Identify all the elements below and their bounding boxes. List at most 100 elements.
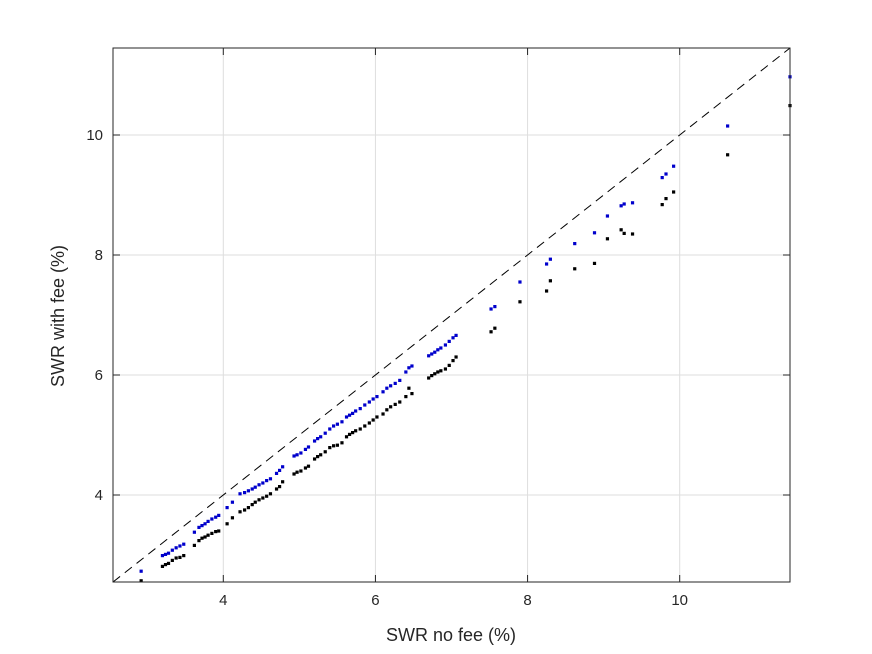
data-point <box>160 564 165 568</box>
data-point <box>381 412 385 416</box>
data-point <box>331 444 336 448</box>
data-point <box>312 439 317 443</box>
data-point <box>319 453 323 457</box>
data-point <box>139 579 143 583</box>
data-point <box>274 471 279 475</box>
data-point <box>274 487 279 491</box>
data-point <box>398 400 402 404</box>
x-tick-label: 6 <box>371 592 379 609</box>
data-point <box>427 354 431 358</box>
data-point <box>407 386 411 390</box>
data-point <box>316 437 320 441</box>
data-point <box>277 485 282 489</box>
data-point <box>619 228 623 232</box>
data-point <box>389 405 393 409</box>
data-point <box>277 468 282 472</box>
data-point <box>312 457 317 461</box>
data-point <box>200 536 204 540</box>
data-point <box>344 415 349 419</box>
data-point <box>354 409 358 413</box>
data-point <box>660 176 664 180</box>
data-point <box>170 548 174 552</box>
data-point <box>328 427 332 431</box>
data-point <box>726 153 730 157</box>
data-point <box>660 203 664 207</box>
x-tick-label: 4 <box>219 592 227 609</box>
data-point <box>203 522 207 526</box>
data-point <box>393 402 397 406</box>
data-point <box>548 279 552 283</box>
data-point <box>206 533 210 537</box>
data-point <box>160 554 165 558</box>
data-point <box>250 503 254 507</box>
data-point <box>265 494 269 498</box>
data-point <box>351 411 355 415</box>
data-point <box>443 367 448 371</box>
data-point <box>454 333 458 337</box>
data-point <box>174 556 178 560</box>
data-point <box>605 214 610 218</box>
data-point <box>385 408 389 412</box>
data-point <box>166 551 171 555</box>
data-point <box>238 510 242 514</box>
data-point <box>404 395 408 399</box>
data-point <box>265 479 269 483</box>
data-point <box>371 418 375 422</box>
data-point <box>230 500 235 504</box>
data-point <box>253 500 257 504</box>
data-point <box>253 485 257 489</box>
data-point <box>206 519 210 523</box>
data-point <box>407 366 411 370</box>
data-point <box>335 422 339 426</box>
data-point <box>447 339 451 343</box>
data-point <box>295 453 299 457</box>
data-point <box>451 359 455 363</box>
data-point <box>354 429 358 433</box>
data-point <box>246 489 250 493</box>
data-point <box>292 472 296 476</box>
data-point <box>139 569 143 573</box>
data-point <box>257 498 261 502</box>
data-point <box>493 305 497 309</box>
data-point <box>363 424 367 428</box>
data-point <box>430 374 434 378</box>
data-point <box>630 201 635 205</box>
data-point <box>217 529 221 533</box>
data-point <box>340 441 344 445</box>
data-point <box>389 384 393 388</box>
data-point <box>358 427 362 431</box>
x-tick-label: 10 <box>671 592 688 609</box>
data-point <box>493 326 497 330</box>
data-point <box>518 280 522 284</box>
data-point <box>375 415 379 419</box>
y-axis-ticks: 4 6 8 10 <box>86 127 790 504</box>
data-point <box>163 563 168 567</box>
data-point <box>210 517 214 521</box>
y-axis-label: SWR with fee (%) <box>48 245 68 387</box>
data-point <box>299 451 303 455</box>
data-point <box>619 204 623 208</box>
data-point <box>443 343 448 347</box>
data-point <box>210 531 214 535</box>
data-point <box>163 552 168 556</box>
data-point <box>375 395 379 399</box>
grid-lines <box>113 48 790 582</box>
y-tick-label: 4 <box>95 487 103 504</box>
data-point <box>573 242 577 246</box>
data-point <box>544 262 549 266</box>
x-axis-label: SWR no fee (%) <box>386 625 516 645</box>
data-point <box>323 431 327 435</box>
data-point <box>328 446 332 450</box>
data-point <box>214 515 218 519</box>
data-point <box>178 555 182 559</box>
data-point <box>261 481 265 485</box>
data-point <box>371 397 375 401</box>
data-point <box>439 346 443 350</box>
data-point <box>367 400 371 404</box>
data-point <box>166 561 171 565</box>
data-point <box>548 257 552 261</box>
data-point <box>238 492 242 496</box>
data-point <box>427 376 431 380</box>
data-point <box>454 355 458 359</box>
